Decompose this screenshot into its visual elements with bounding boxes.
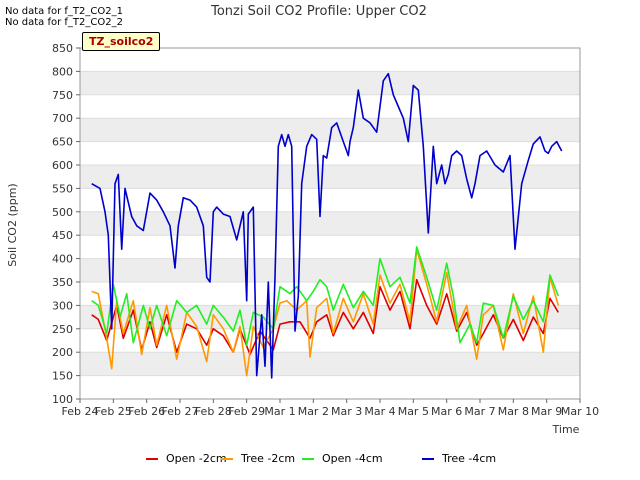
x-tick-label: Mar 8 (498, 405, 529, 418)
no-data-note-2: No data for f_T2_CO2_2 (5, 17, 123, 28)
y-tick-label: 650 (52, 136, 73, 149)
y-tick-label: 400 (52, 253, 73, 266)
grid-band (80, 71, 580, 95)
x-tick-label: Feb 25 (95, 405, 132, 418)
legend-swatch-open-2cm (146, 458, 158, 460)
x-tick-label: Mar 3 (331, 405, 362, 418)
y-tick-label: 350 (52, 276, 73, 289)
x-tick-label: Mar 6 (431, 405, 462, 418)
x-tick-label: Feb 28 (195, 405, 232, 418)
y-tick-label: 600 (52, 159, 73, 172)
x-tick-label: Mar 7 (464, 405, 495, 418)
y-tick-label: 800 (52, 65, 73, 78)
legend-swatch-open-4cm (302, 458, 314, 460)
y-tick-label: 450 (52, 229, 73, 242)
y-tick-label: 750 (52, 89, 73, 102)
series-line-tree-2cm (91, 248, 560, 377)
grid-band (80, 165, 580, 189)
legend: Open -2cm Tree -2cm Open -4cm Tree -4cm (0, 452, 640, 470)
x-tick-label: Mar 2 (298, 405, 329, 418)
legend-label-open-4cm: Open -4cm (322, 452, 383, 465)
no-data-note-1: No data for f_T2_CO2_1 (5, 6, 123, 17)
series-line-tree-4cm (91, 72, 563, 379)
series-lines (91, 72, 563, 379)
x-tick-label: Feb 29 (228, 405, 265, 418)
grid-band (80, 258, 580, 282)
plot-frame (79, 47, 581, 400)
legend-label-open-2cm: Open -2cm (166, 452, 227, 465)
chart-title: Tonzi Soil CO2 Profile: Upper CO2 (210, 4, 427, 19)
legend-label-tree-4cm: Tree -4cm (442, 452, 497, 465)
legend-swatch-tree-2cm (221, 458, 233, 460)
y-tick-label: 500 (52, 206, 73, 219)
grid-band (80, 118, 580, 142)
y-tick-label: 100 (52, 393, 73, 406)
x-tick-label: Mar 4 (364, 405, 395, 418)
y-tick-label: 300 (52, 299, 73, 312)
x-tick-label: Feb 27 (162, 405, 199, 418)
x-tick-label: Mar 9 (531, 405, 562, 418)
y-tick-label: 200 (52, 346, 73, 359)
plot-background (80, 48, 580, 399)
legend-item-tree-4cm: Tree -4cm (422, 452, 496, 465)
x-tick-label: Mar 1 (264, 405, 295, 418)
y-tick-label: 850 (52, 42, 73, 55)
legend-item-open-4cm: Open -4cm (302, 452, 383, 465)
y-axis: 100 150 200 250 300 350 400 450 500 550 600 650 700 7… (52, 42, 80, 406)
x-tick-label: Feb 24 (62, 405, 99, 418)
legend-item-open-2cm: Open -2cm (146, 452, 227, 465)
legend-swatch-tree-4cm (422, 458, 434, 460)
legend-item-tree-2cm: Tree -2cm (221, 452, 295, 465)
x-tick-label: Mar 5 (398, 405, 429, 418)
y-tick-label: 250 (52, 323, 73, 336)
gridlines (80, 47, 580, 400)
legend-label-tree-2cm: Tree -2cm (241, 452, 296, 465)
y-tick-label: 550 (52, 182, 73, 195)
grid-band (80, 211, 580, 236)
y-axis-label: Soil CO2 (ppm) (6, 183, 19, 266)
y-tick-label: 150 (52, 370, 73, 383)
x-tick-label: Feb 26 (128, 405, 165, 418)
grid-band (80, 352, 580, 376)
x-tick-label: Mar 10 (561, 405, 599, 418)
series-line-open-4cm (91, 246, 560, 347)
y-tick-label: 700 (52, 112, 73, 125)
site-badge: TZ_soilco2 (82, 32, 161, 51)
x-axis-label: Time (552, 423, 580, 436)
